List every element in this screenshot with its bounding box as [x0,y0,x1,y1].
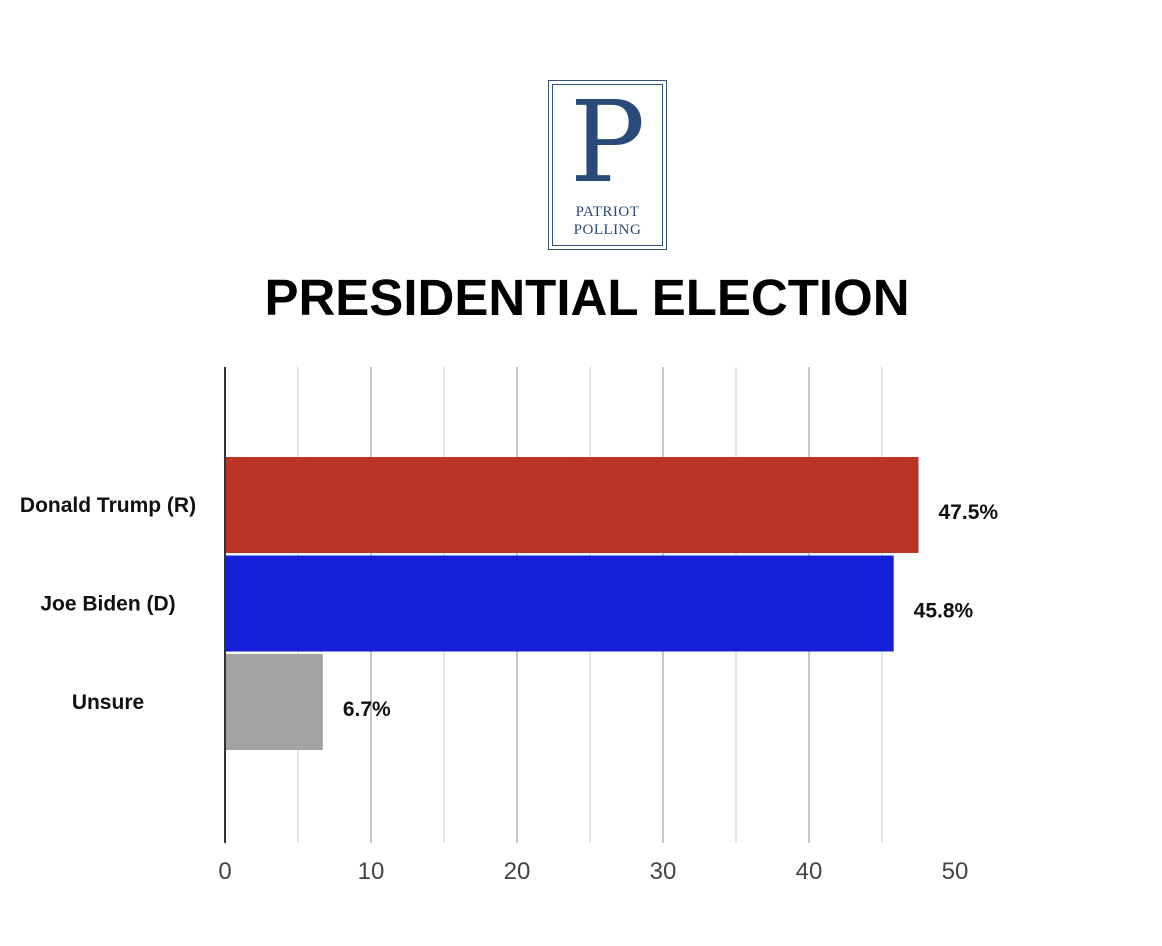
x-tick-label: 10 [358,858,385,885]
logo-text-line2: POLLING [573,222,642,238]
patriot-polling-logo: P PATRIOT POLLING [548,80,667,250]
category-label: Donald Trump (R) [20,494,196,517]
x-tick-labels: 0 10 20 30 40 50 [218,858,968,885]
chart-title: PRESIDENTIAL ELECTION [264,269,910,326]
bar-2 [225,654,323,750]
bar-0 [225,457,919,553]
data-label: 45.8% [914,600,974,623]
x-tick-label: 20 [504,858,531,885]
data-label: 6.7% [343,698,391,721]
category-label: Joe Biden (D) [40,593,175,616]
logo-frame: P PATRIOT POLLING [552,84,663,246]
category-label: Unsure [72,691,144,714]
bars [225,457,919,750]
x-tick-label: 50 [942,858,969,885]
data-labels: 47.5% 45.8% 6.7% [343,501,999,721]
x-tick-label: 0 [218,858,231,885]
logo-letter: P [569,78,646,208]
x-tick-label: 30 [650,858,677,885]
x-tick-label: 40 [796,858,823,885]
bar-1 [225,555,894,652]
logo-text-line1: PATRIOT [575,204,640,220]
data-label: 47.5% [939,501,999,524]
category-labels: Donald Trump (R) Joe Biden (D) Unsure [20,494,196,714]
